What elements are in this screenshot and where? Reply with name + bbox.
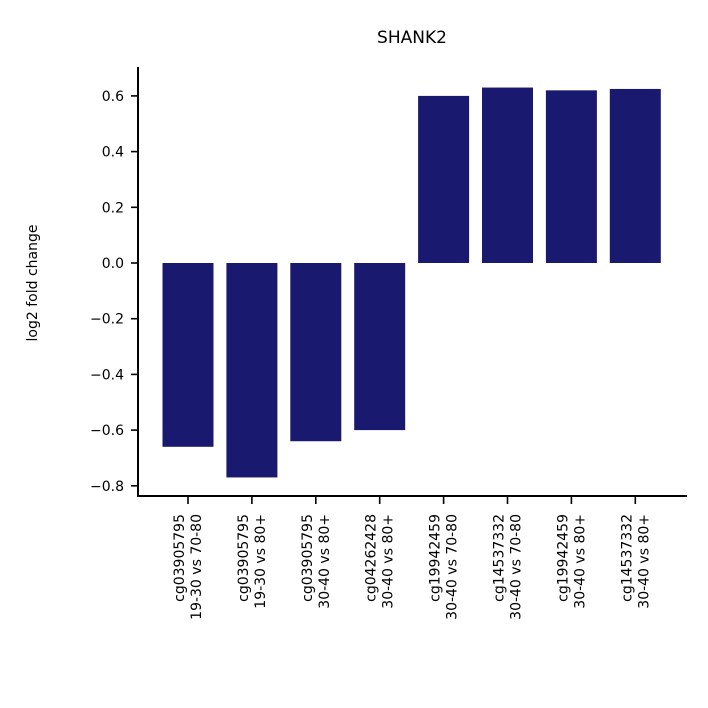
- x-tick-label: cg1994245930-40 vs 80+: [555, 514, 588, 609]
- bars: [162, 87, 661, 478]
- x-tick-label: cg0390579519-30 vs 70-80: [172, 514, 205, 620]
- x-axis: cg0390579519-30 vs 70-80 cg0390579519-30 …: [172, 497, 652, 620]
- y-tick-label: 0.0: [102, 256, 124, 272]
- y-axis: −0.8 −0.6 −0.4 −0.2 0.0 0.2 0.4 0.6: [90, 89, 138, 495]
- bar-7: [545, 90, 597, 263]
- x-tick-label: cg1994245930-40 vs 70-80: [428, 514, 461, 620]
- y-tick-label: −0.2: [90, 312, 124, 328]
- bar-5: [418, 95, 470, 264]
- y-tick-label: 0.6: [102, 89, 124, 105]
- bar-6: [482, 87, 533, 263]
- bar-1: [162, 263, 214, 447]
- x-tick-label: cg1453733230-40 vs 70-80: [492, 514, 525, 620]
- bar-3: [290, 263, 342, 442]
- bar-2: [226, 263, 278, 478]
- y-tick-label: 0.2: [102, 200, 124, 216]
- bar-4: [354, 263, 406, 431]
- y-axis-label: log2 fold change: [25, 225, 41, 342]
- x-tick-label: cg0390579530-40 vs 80+: [300, 514, 333, 609]
- y-tick-label: 0.4: [102, 145, 124, 161]
- y-tick-label: −0.4: [90, 367, 124, 383]
- x-tick-label: cg0390579519-30 vs 80+: [236, 514, 269, 609]
- x-tick-label: cg1453733230-40 vs 80+: [619, 514, 652, 609]
- bar-8: [609, 88, 661, 263]
- chart-title: SHANK2: [377, 28, 447, 48]
- y-tick-label: −0.6: [90, 423, 124, 439]
- x-tick-label: cg0426242830-40 vs 80+: [364, 514, 397, 609]
- y-tick-label: −0.8: [90, 479, 124, 495]
